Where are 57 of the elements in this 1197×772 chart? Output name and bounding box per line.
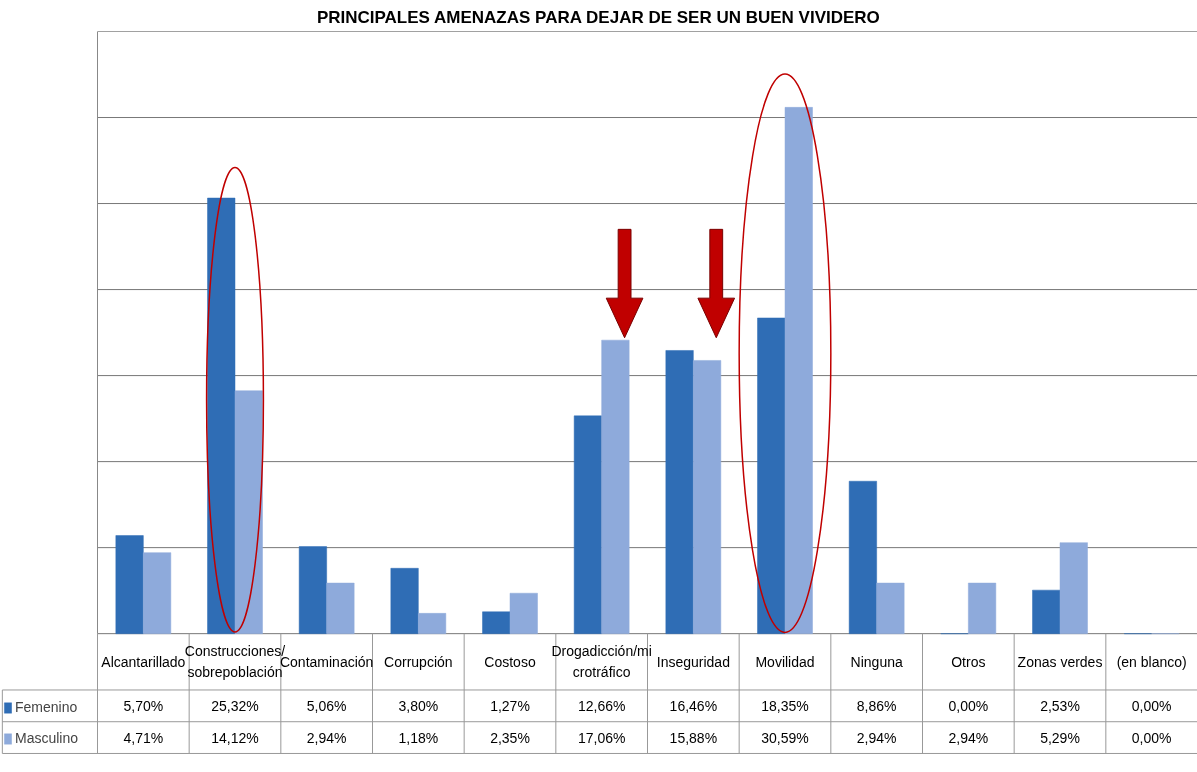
bar (848, 480, 877, 634)
bar (418, 613, 447, 634)
x-tick-label: Corrupción (384, 653, 453, 670)
bar (665, 350, 694, 634)
data-label: 2,53% (1040, 697, 1080, 714)
bar (876, 582, 905, 634)
bar (326, 582, 355, 634)
legend-label: Masculino (15, 729, 79, 748)
x-tick-label: Zonas verdes (1017, 653, 1103, 670)
x-tick-label: Inseguridad (656, 653, 730, 670)
x-tick-label: Costoso (484, 653, 536, 670)
data-label: 1,18% (398, 729, 439, 746)
x-tick-label: Drogadicción/mi crotráfico (551, 643, 652, 681)
bar (1032, 589, 1061, 634)
bar (298, 546, 327, 634)
bar (968, 582, 997, 634)
bar (509, 592, 538, 634)
bar (115, 535, 144, 634)
data-label: 0,00% (1131, 697, 1172, 714)
x-tick-label: (en blanco) (1116, 653, 1187, 670)
bar (573, 415, 602, 634)
x-tick-label: Otros (951, 653, 986, 670)
data-label: 3,80% (398, 697, 439, 714)
legend-label: Femenino (15, 698, 78, 717)
x-tick-label: Alcantarillado (101, 653, 186, 670)
data-label: 2,94% (856, 729, 897, 746)
data-label: 1,27% (490, 697, 530, 714)
bar (207, 197, 236, 634)
x-tick-label: Ninguna (850, 653, 903, 670)
bar (482, 611, 511, 634)
data-label: 0,00% (1131, 729, 1172, 746)
data-label: 0,00% (948, 697, 989, 714)
chart-title: PRINCIPALES AMENAZAS PARA DEJAR DE SER UN BUEN VIVIDERO (316, 7, 880, 27)
data-label: 5,06% (306, 697, 347, 714)
data-label: 17,06% (577, 729, 626, 746)
bar (757, 317, 786, 634)
data-label: 25,32% (211, 697, 259, 714)
bar (143, 552, 172, 634)
data-label: 30,59% (761, 729, 809, 746)
data-label: 18,35% (761, 697, 809, 714)
data-label: 16,46% (669, 697, 718, 714)
bar (693, 360, 722, 634)
data-label: 5,70% (123, 697, 164, 714)
data-label: 4,71% (123, 729, 164, 746)
data-label: 8,86% (856, 697, 897, 714)
data-label: 14,12% (211, 729, 259, 746)
data-label: 15,88% (669, 729, 718, 746)
bar (390, 568, 419, 634)
bar (234, 390, 263, 634)
data-label: 2,35% (490, 729, 530, 746)
bar (784, 107, 813, 634)
bar (1059, 542, 1088, 634)
data-label: 2,94% (306, 729, 347, 746)
data-label: 5,29% (1040, 729, 1080, 746)
x-tick-label: Movilidad (755, 653, 815, 670)
data-label: 2,94% (948, 729, 989, 746)
data-label: 12,66% (577, 697, 626, 714)
